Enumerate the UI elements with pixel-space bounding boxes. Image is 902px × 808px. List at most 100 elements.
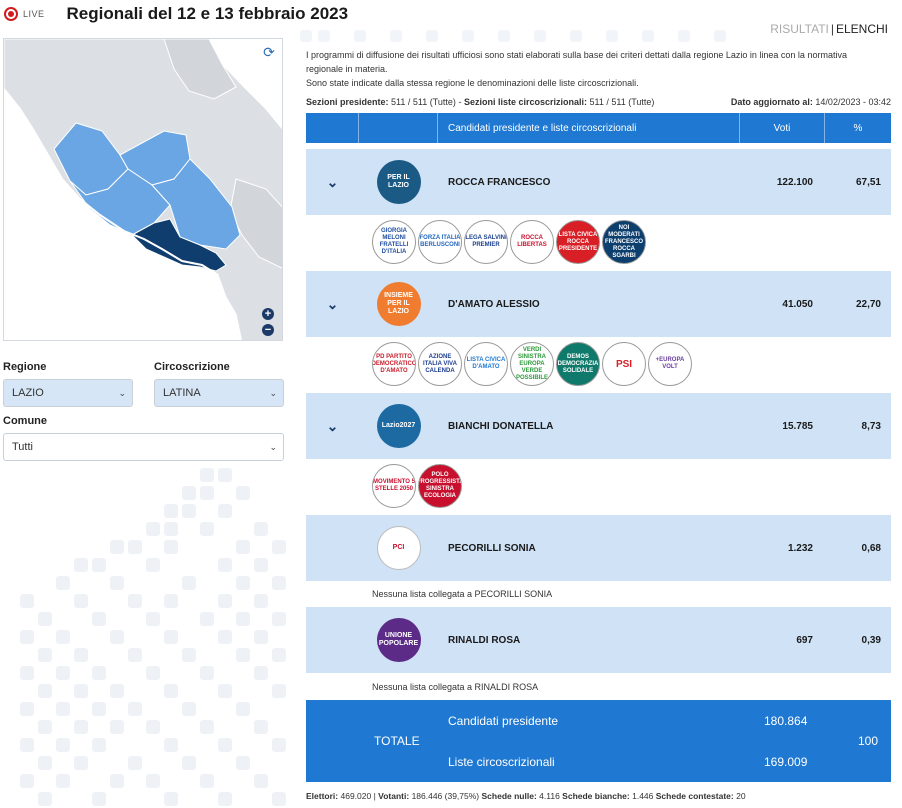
votanti-value: 186.446 (39,75%) [411, 791, 480, 801]
list-logo: ROCCA LIBERTAS [510, 220, 554, 264]
sezioni-presidente-value: 511 / 511 (Tutte) [391, 97, 456, 107]
header-candidates: Candidati presidente e liste circoscrizi… [438, 113, 740, 143]
comune-select[interactable]: Tutti ⌄ [3, 433, 284, 461]
list-logo: AZIONE ITALIA VIVA CALENDA [418, 342, 462, 386]
candidate-pct: 67,51 [855, 176, 881, 188]
totale-liste-label: Liste circoscrizionali [448, 755, 555, 769]
info-line-1: I programmi di diffusione dei risultati … [306, 50, 847, 74]
bianche-value: 1.446 [632, 791, 654, 801]
candidate-pct: 8,73 [861, 420, 881, 432]
candidate-name: RINALDI ROSA [448, 634, 521, 646]
candidate-logo: INSIEME PER IL LAZIO [376, 282, 421, 326]
sezioni-liste-label: Sezioni liste circoscrizionali: [463, 97, 587, 107]
candidate-row[interactable]: ⌄ Lazio2027 BIANCHI DONATELLA 15.785 8,7… [306, 393, 891, 459]
live-label: LIVE [23, 9, 45, 19]
tab-separator: | [830, 22, 834, 36]
candidate-logo: Lazio2027 [376, 404, 421, 448]
list-logo: LEGA SALVINI PREMIER [464, 220, 508, 264]
sezioni-presidente-label: Sezioni presidente: [306, 97, 389, 107]
list-logo: VERDI SINISTRA EUROPA VERDE POSSIBILE [510, 342, 554, 386]
candidate-votes: 697 [796, 634, 813, 646]
elettori-value: 469.020 [340, 791, 372, 801]
candidate-name: D'AMATO ALESSIO [448, 298, 540, 310]
totals-box: TOTALE Candidati presidente 180.864 List… [306, 700, 891, 782]
list-logo: PSI [602, 342, 646, 386]
info-text: I programmi di diffusione dei risultati … [306, 48, 886, 90]
list-logo: MOVIMENTO 5 STELLE 2050 [372, 464, 416, 508]
chevron-down-icon[interactable]: ⌄ [326, 173, 339, 190]
chevron-down-icon: ⌄ [269, 387, 277, 398]
no-list-note: Nessuna lista collegata a RINALDI ROSA [372, 682, 539, 692]
list-logo: GIORGIA MELONI FRATELLI D'ITALIA [372, 220, 416, 264]
sections-status: Sezioni presidente: 511 / 511 (Tutte) - … [306, 97, 891, 107]
candidate-pct: 0,68 [861, 542, 881, 554]
zoom-in-icon[interactable]: + [262, 308, 274, 320]
candidate-row[interactable]: ⌄ INSIEME PER IL LAZIO D'AMATO ALESSIO 4… [306, 271, 891, 337]
candidate-votes: 41.050 [782, 298, 813, 310]
header-pct: % [853, 122, 863, 134]
chevron-down-icon: ⌄ [269, 441, 277, 452]
list-logo: DEMOS DEMOCRAZIA SOLIDALE [556, 342, 600, 386]
candidate-row[interactable]: ⌄ PER IL LAZIO ROCCA FRANCESCO 122.100 6… [306, 149, 891, 215]
sections-separator: - [458, 97, 462, 107]
candidate-row: PCI PECORILLI SONIA 1.232 0,68 [306, 515, 891, 581]
list-logos-row: PD PARTITO DEMOCRATICO D'AMATO AZIONE IT… [372, 342, 694, 386]
view-tabs: RISULTATI | ELENCHI [770, 22, 888, 36]
list-logo: LISTA CIVICA ROCCA PRESIDENTE [556, 220, 600, 264]
circoscrizione-select[interactable]: LATINA ⌄ [154, 379, 284, 407]
circoscrizione-label: Circoscrizione [154, 361, 230, 373]
list-logo: +EUROPA VOLT [648, 342, 692, 386]
candidate-row: UNIONE POPOLARE RINALDI ROSA 697 0,39 [306, 607, 891, 673]
header-votes: Voti [740, 113, 825, 143]
page-title: Regionali del 12 e 13 febbraio 2023 [66, 4, 349, 23]
regione-label: Regione [3, 361, 47, 373]
candidate-logo: PCI [376, 526, 421, 570]
circoscrizione-value: LATINA [163, 387, 201, 399]
header-expand-col [306, 113, 359, 143]
list-logos-row: GIORGIA MELONI FRATELLI D'ITALIA FORZA I… [372, 220, 648, 264]
refresh-icon[interactable]: ⟳ [263, 44, 275, 60]
regione-value: LAZIO [12, 387, 44, 399]
list-logo: FORZA ITALIA BERLUSCONI [418, 220, 462, 264]
header-background-pattern [300, 30, 726, 42]
list-logo: PD PARTITO DEMOCRATICO D'AMATO [372, 342, 416, 386]
candidate-votes: 1.232 [787, 542, 813, 554]
totale-presidente-value: 180.864 [764, 714, 808, 728]
candidate-pct: 22,70 [855, 298, 881, 310]
tab-elenchi[interactable]: ELENCHI [835, 22, 888, 36]
no-list-note: Nessuna lista collegata a PECORILLI SONI… [372, 589, 553, 599]
totale-label: TOTALE [374, 734, 420, 748]
live-indicator-icon [4, 7, 18, 21]
totale-pct: 100 [858, 734, 879, 748]
nulle-value: 4.116 [539, 791, 560, 801]
candidate-logo: PER IL LAZIO [376, 160, 421, 204]
candidate-votes: 122.100 [776, 176, 813, 188]
header-logo-col [359, 113, 438, 143]
candidate-votes: 15.785 [782, 420, 813, 432]
candidate-name: ROCCA FRANCESCO [448, 176, 551, 188]
tab-risultati[interactable]: RISULTATI [770, 22, 829, 36]
results-table-header: Candidati presidente e liste circoscrizi… [306, 113, 891, 143]
background-pattern [20, 468, 286, 806]
comune-label: Comune [3, 415, 47, 427]
top-bar: LIVE Regionali del 12 e 13 febbraio 2023 [0, 0, 902, 28]
list-logo: LISTA CIVICA D'AMATO [464, 342, 508, 386]
zoom-out-icon[interactable]: − [262, 324, 274, 336]
lazio-map-svg [4, 39, 282, 340]
chevron-down-icon[interactable]: ⌄ [326, 417, 339, 434]
contestate-value: 20 [736, 791, 746, 801]
totale-liste-value: 169.009 [764, 755, 808, 769]
totale-presidente-label: Candidati presidente [448, 714, 559, 728]
list-logo: POLO PROGRESSISTA SINISTRA ECOLOGIA [418, 464, 462, 508]
regione-select[interactable]: LAZIO ⌄ [3, 379, 133, 407]
chevron-down-icon[interactable]: ⌄ [326, 295, 339, 312]
candidate-logo: UNIONE POPOLARE [376, 618, 421, 662]
list-logos-row: MOVIMENTO 5 STELLE 2050 POLO PROGRESSIST… [372, 464, 464, 508]
candidate-pct: 0,39 [861, 634, 881, 646]
candidate-name: PECORILLI SONIA [448, 542, 536, 554]
sezioni-liste-value: 511 / 511 (Tutte) [589, 97, 655, 107]
info-line-2: Sono state indicate dalla stessa regione… [306, 78, 639, 88]
updated-value: 14/02/2023 - 03:42 [815, 97, 891, 107]
comune-value: Tutti [12, 441, 33, 453]
region-map[interactable]: ⟳ + − [3, 38, 283, 341]
